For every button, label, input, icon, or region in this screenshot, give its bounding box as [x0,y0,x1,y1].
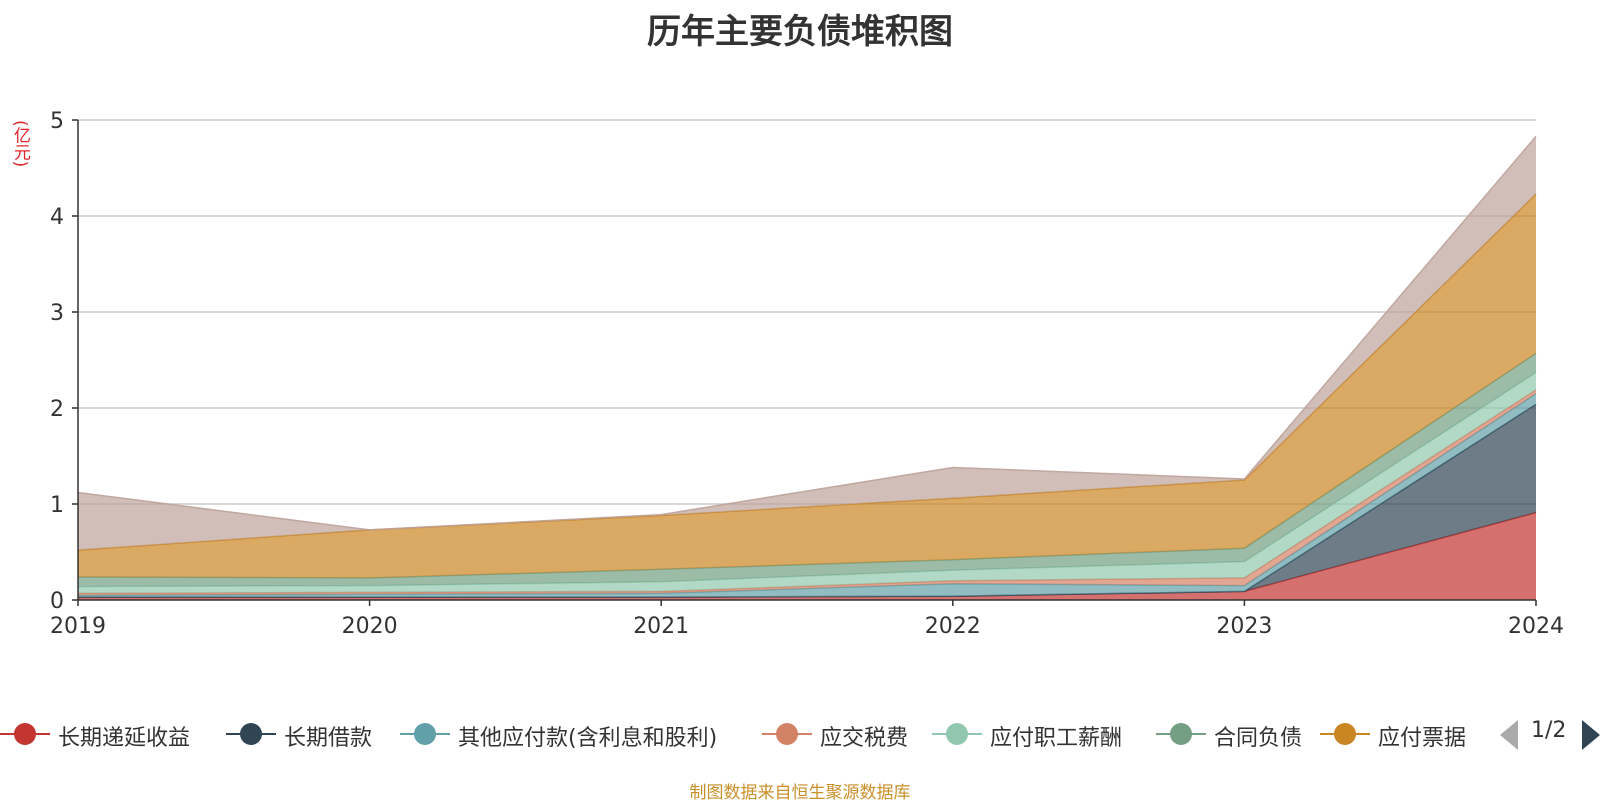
legend-dot-icon [414,723,436,745]
legend-page-indicator: 1/2 [1531,718,1567,743]
chart-title: 历年主要负债堆积图 [647,12,953,52]
legend-next-page-icon[interactable] [1582,720,1600,750]
chart-plot: 0 1 2 3 4 5 2019 2020 2021 2022 2023 2024 [50,109,1564,639]
y-tick-label-4: 4 [50,205,64,230]
x-tick-label-2024: 2024 [1508,614,1564,639]
legend-items: 长期递延收益 长期借款 其他应付款(含利息和股利) 应交税费 应付职工薪酬 合同负债 应付票… [0,714,1480,754]
x-tick-label-2020: 2020 [342,614,398,639]
y-tick-label-0: 0 [50,589,64,614]
x-tick-label-2021: 2021 [633,614,689,639]
legend-dot-icon [240,723,262,745]
x-tick-label-2023: 2023 [1216,614,1272,639]
line-series-7 [77,135,1537,531]
y-tick-label-2: 2 [50,397,64,422]
y-tick-label-3: 3 [50,301,64,326]
legend-dot-icon [1334,723,1356,745]
y-tick-label-1: 1 [50,493,64,518]
legend-label: 应付职工薪酬 [990,726,1123,751]
legend-label: 合同负债 [1214,726,1303,751]
legend-dot-icon [776,723,798,745]
legend-dot-icon [946,723,968,745]
y-axis-unit-label: (亿元) [10,120,30,168]
legend: 长期递延收益 长期借款 其他应付款(含利息和股利) 应交税费 应付职工薪酬 合同负债 应付票… [0,714,1600,754]
legend-dot-icon [1170,723,1192,745]
source-note: 制图数据来自恒生聚源数据库 [689,783,911,800]
legend-label: 长期递延收益 [58,726,191,751]
y-tick-label-5: 5 [50,109,64,134]
legend-label: 其他应付款(含利息和股利) [458,726,718,751]
legend-dot-icon [14,723,36,745]
legend-label: 长期借款 [284,726,373,751]
legend-label: 应付票据 [1378,726,1467,751]
area-series-0 [78,512,1536,600]
legend-label: 应交税费 [820,726,909,751]
x-tick-label-2019: 2019 [50,614,106,639]
x-tick-label-2022: 2022 [925,614,981,639]
legend-prev-page-icon[interactable] [1500,720,1518,750]
